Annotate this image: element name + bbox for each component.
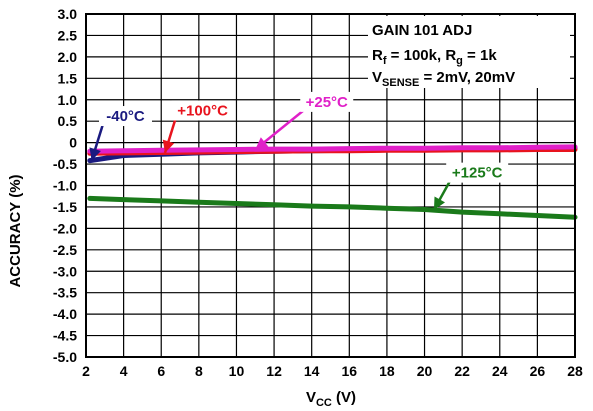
x-axis-label-sub: CC [316,397,332,409]
x-axis-label-main: V [306,389,316,406]
callout-label-bg [300,91,354,112]
callout-arrowhead [89,147,101,161]
series-callout-label: +100°C [177,102,228,119]
y-tick-label: 1.5 [58,70,78,86]
plot-frame [85,13,576,358]
annotation-vsense-sub: SENSE [382,77,419,89]
callout-label-bg [171,100,234,121]
y-tick-label: 2.5 [58,27,78,43]
callout-arrowhead [162,139,175,153]
annotation-rf-symbol: R [372,47,383,64]
y-tick-label: 3.0 [58,6,78,22]
annotation-vsense-value: = 2mV, 20mV [419,69,515,86]
series-callout-label: +125°C [452,165,503,182]
callout-label-bg [446,162,509,183]
y-tick-label: -2.5 [53,242,77,258]
series-callouts: -40°C +100°C +25°C +125°C [89,91,509,211]
y-tick-label: -3.5 [53,285,77,301]
annotation-rf-value: = 100k, R [387,47,457,64]
y-tick-label: -3.0 [53,263,77,279]
y-tick-label: 1.0 [58,92,78,108]
x-tick-label: 16 [342,363,358,379]
annotation-vsense-symbol: V [372,69,382,86]
y-tick-label: 0.5 [58,113,78,129]
annotation-rg-sub: g [456,55,463,67]
x-tick-labels: 2 4 6 8 10 12 14 16 18 20 22 24 26 28 [82,363,583,379]
x-tick-label: 24 [492,363,508,379]
y-tick-label: 0 [69,135,77,151]
annotation-line-3: VSENSE = 2mV, 20mV [372,69,515,89]
series-callout-label: +25°C [306,94,348,111]
x-tick-label: 26 [530,363,546,379]
x-axis-label: VCC (V) [306,389,356,409]
x-tick-label: 2 [82,363,90,379]
y-tick-labels: 3.0 2.5 2.0 1.5 1.0 0.5 0 -0.5 -1.0 -1.5 -2.0 -2.5 -… [53,6,77,365]
y-tick-label: 2.0 [58,49,78,65]
annotation-rf-sub: f [383,55,387,67]
y-tick-label: -2.0 [53,220,77,236]
x-tick-label: 18 [379,363,395,379]
x-tick-label: 22 [454,363,470,379]
series-callout-label: -40°C [106,108,145,125]
x-tick-label: 6 [157,363,165,379]
annotation-line-2: Rf = 100k, Rg = 1k [372,47,497,67]
annotation-line-1: GAIN 101 ADJ [372,22,472,39]
annotation-box [368,16,570,88]
x-tick-label: 12 [266,363,282,379]
callout-label-bg [98,106,152,127]
x-tick-label: 8 [195,363,203,379]
annotation-rg-value: = 1k [463,47,497,64]
y-tick-label: -4.0 [53,306,77,322]
callout-arrowhead [255,137,269,150]
y-tick-label: -5.0 [53,349,77,365]
y-axis-label: ACCURACY (%) [7,174,24,287]
x-tick-label: 10 [229,363,245,379]
y-tick-label: -0.5 [53,156,77,172]
x-tick-label: 20 [417,363,433,379]
x-axis-label-unit: (V) [332,389,356,406]
y-tick-label: -1.0 [53,178,77,194]
x-tick-label: 28 [567,363,583,379]
y-tick-label: -4.5 [53,328,77,344]
y-tick-label: -1.5 [53,199,77,215]
x-tick-label: 4 [120,363,128,379]
x-tick-label: 14 [304,363,320,379]
callout-arrowhead [433,196,446,210]
series-line [87,195,578,220]
